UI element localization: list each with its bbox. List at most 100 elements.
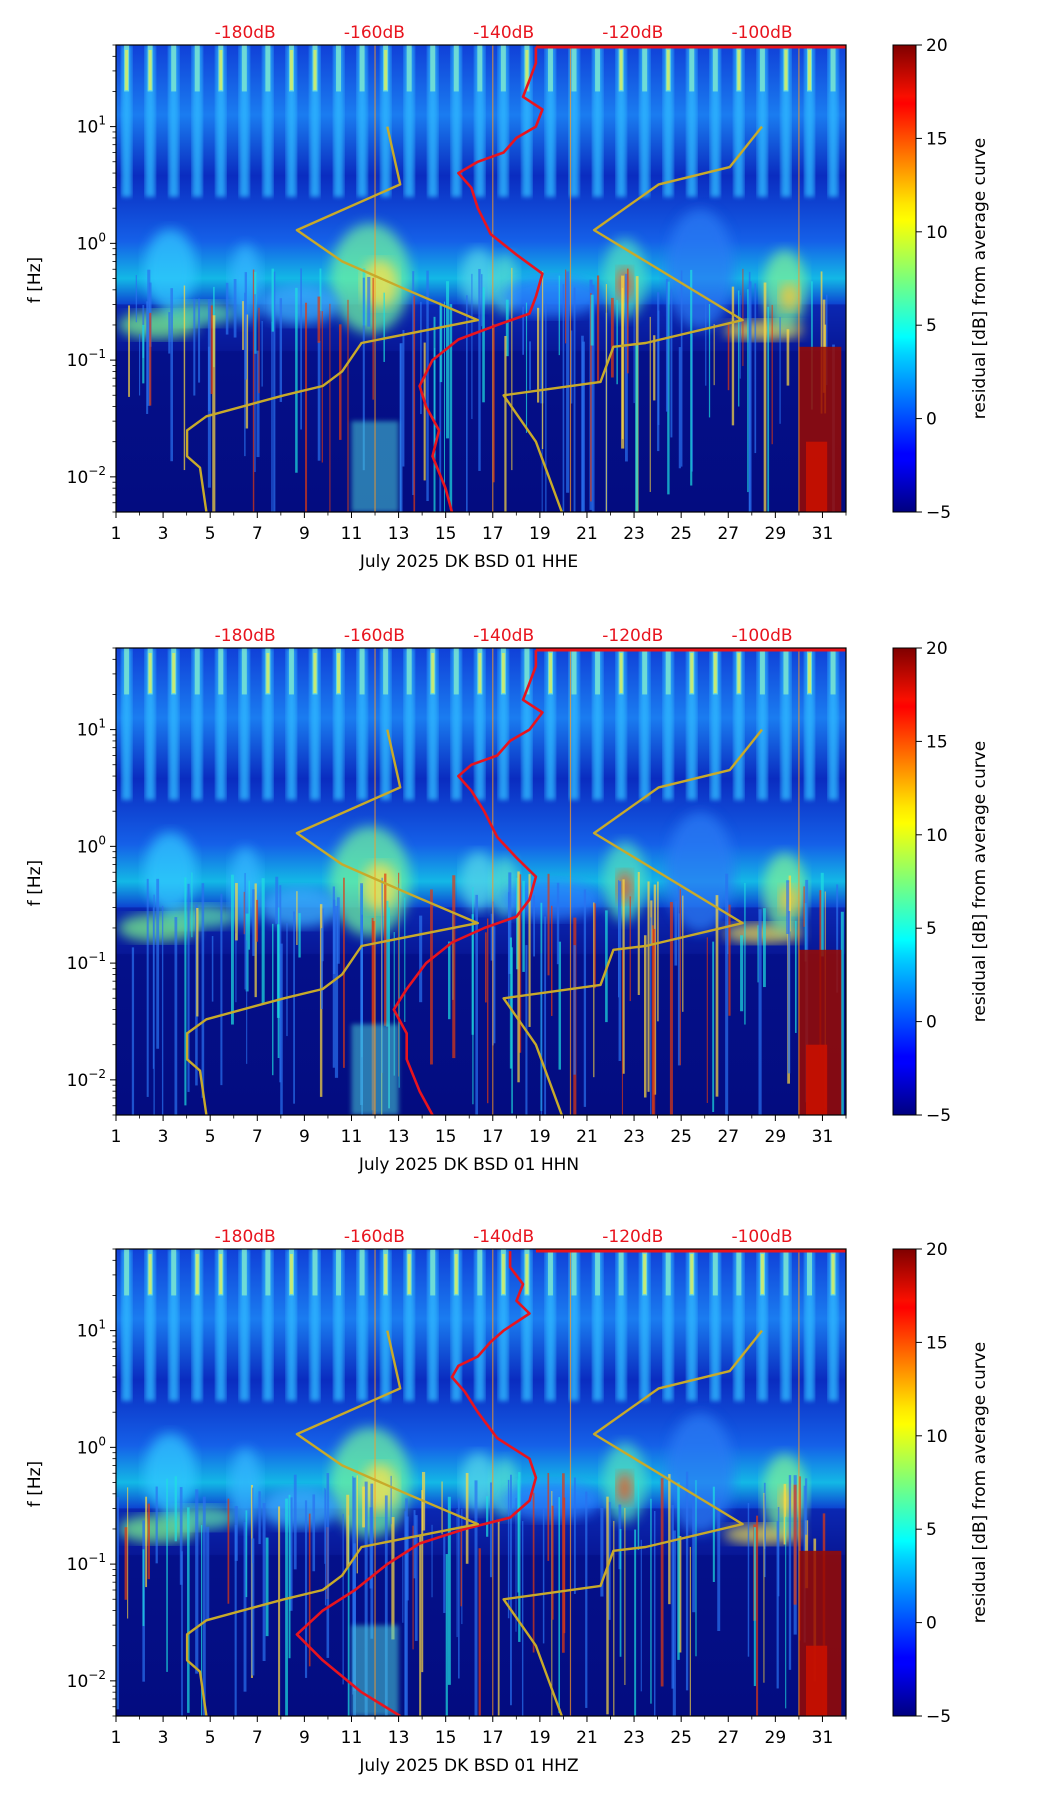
colorbar-tick-label: 5 — [926, 316, 937, 336]
y-tick-label: 100 — [77, 833, 106, 857]
colorbar-tick-label: 15 — [926, 1333, 948, 1353]
low-noise-model-curve — [185, 126, 479, 512]
high-noise-model-curve — [502, 728, 763, 1115]
colorbar-label: residual [dB] from average curve — [970, 741, 990, 1022]
colorbar-tick-label: 5 — [926, 1520, 937, 1540]
db-top-label: -160dB — [344, 1227, 405, 1247]
db-top-label: -100dB — [731, 1227, 792, 1247]
x-tick-label: 31 — [812, 524, 834, 544]
x-tick-label: 21 — [576, 524, 598, 544]
x-tick-label: 29 — [765, 524, 787, 544]
colorbar-label: residual [dB] from average curve — [970, 138, 990, 419]
colorbar: 20 15 10 5 0 −5 residual [dB] from average cur… — [892, 639, 990, 1126]
x-tick-label: 15 — [435, 524, 457, 544]
x-tick-label: 1 — [111, 1728, 122, 1748]
colorbar-tick-label: 10 — [926, 1427, 948, 1447]
colorbar-tick-label: 10 — [926, 223, 948, 243]
x-tick-label: 21 — [576, 1127, 598, 1147]
x-tick-label: 1 — [111, 1127, 122, 1147]
low-noise-model-curve — [185, 729, 479, 1115]
x-tick-label: 25 — [670, 1127, 692, 1147]
x-tick-label: 27 — [717, 524, 739, 544]
colorbar-tick-label: 15 — [926, 732, 948, 752]
colorbar-tick-label: −5 — [926, 503, 951, 523]
y-tick-label: 101 — [77, 114, 106, 138]
db-top-label: -160dB — [344, 626, 405, 646]
x-tick-label: 25 — [670, 524, 692, 544]
colorbar-tick-label: 20 — [926, 1240, 948, 1260]
colorbar-tick-label: 10 — [926, 826, 948, 846]
y-axis-label: f [Hz] — [25, 257, 45, 303]
heatmap — [116, 1249, 846, 1716]
db-top-label: -180dB — [215, 23, 276, 43]
high-noise-model-curve — [502, 125, 763, 512]
x-tick-label: 17 — [482, 524, 504, 544]
average-power-curve — [295, 1251, 538, 1716]
x-tick-label: 13 — [388, 524, 410, 544]
y-tick-label: 101 — [77, 717, 106, 741]
colorbar: 20 15 10 5 0 −5 residual [dB] from average cur… — [892, 1240, 990, 1727]
x-tick-label: 23 — [623, 1728, 645, 1748]
heatmap — [116, 648, 846, 1115]
db-top-label: -100dB — [731, 626, 792, 646]
x-tick-label: 3 — [158, 1728, 169, 1748]
x-tick-label: 15 — [435, 1728, 457, 1748]
x-tick-label: 9 — [299, 524, 310, 544]
x-tick-label: 11 — [341, 1728, 363, 1748]
y-axis-label: f [Hz] — [25, 1461, 45, 1507]
db-top-label: -140dB — [473, 1227, 534, 1247]
x-tick-label: 23 — [623, 1127, 645, 1147]
db-top-label: -120dB — [602, 1227, 663, 1247]
x-tick-label: 13 — [388, 1127, 410, 1147]
x-tick-label: 19 — [529, 524, 551, 544]
x-tick-label: 21 — [576, 1728, 598, 1748]
x-tick-label: 3 — [158, 1127, 169, 1147]
db-top-label: -120dB — [602, 626, 663, 646]
x-tick-label: 25 — [670, 1728, 692, 1748]
x-tick-label: 9 — [299, 1728, 310, 1748]
x-tick-label: 31 — [812, 1728, 834, 1748]
x-tick-label: 9 — [299, 1127, 310, 1147]
y-tick-label: 10−1 — [67, 950, 106, 974]
x-tick-label: 3 — [158, 524, 169, 544]
colorbar-tick-label: 5 — [926, 919, 937, 939]
x-tick-label: 5 — [205, 524, 216, 544]
x-tick-label: 29 — [765, 1728, 787, 1748]
colorbar-tick-label: −5 — [926, 1106, 951, 1126]
x-tick-label: 17 — [482, 1728, 504, 1748]
colorbar-tick-label: 0 — [926, 1614, 937, 1634]
x-tick-label: 1 — [111, 524, 122, 544]
y-tick-label: 100 — [77, 230, 106, 254]
colorbar: 20 15 10 5 0 −5 residual [dB] from average cur… — [892, 36, 990, 523]
db-top-label: -180dB — [215, 626, 276, 646]
x-tick-label: 27 — [717, 1728, 739, 1748]
x-tick-label: 11 — [341, 1127, 363, 1147]
db-top-label: -100dB — [731, 23, 792, 43]
y-tick-label: 10−2 — [67, 1668, 106, 1692]
x-tick-label: 5 — [205, 1127, 216, 1147]
x-tick-label: 7 — [252, 524, 263, 544]
x-tick-label: 29 — [765, 1127, 787, 1147]
x-axis-label: July 2025 DK BSD 01 HHE — [359, 552, 578, 572]
db-top-label: -180dB — [215, 1227, 276, 1247]
x-tick-label: 23 — [623, 524, 645, 544]
x-tick-label: 11 — [341, 524, 363, 544]
db-top-label: -120dB — [602, 23, 663, 43]
colorbar-tick-label: 20 — [926, 36, 948, 56]
db-top-label: -140dB — [473, 23, 534, 43]
x-axis-label: July 2025 DK BSD 01 HHN — [358, 1155, 579, 1175]
x-tick-label: 19 — [529, 1127, 551, 1147]
colorbar-tick-label: 0 — [926, 1013, 937, 1033]
y-axis-label: f [Hz] — [25, 860, 45, 906]
db-top-label: -140dB — [473, 626, 534, 646]
x-tick-label: 7 — [252, 1127, 263, 1147]
y-tick-label: 10−1 — [67, 1551, 106, 1575]
y-tick-label: 100 — [77, 1434, 106, 1458]
x-tick-label: 19 — [529, 1728, 551, 1748]
y-tick-label: 101 — [77, 1318, 106, 1342]
low-noise-model-curve — [185, 1330, 479, 1716]
y-tick-label: 10−1 — [67, 347, 106, 371]
